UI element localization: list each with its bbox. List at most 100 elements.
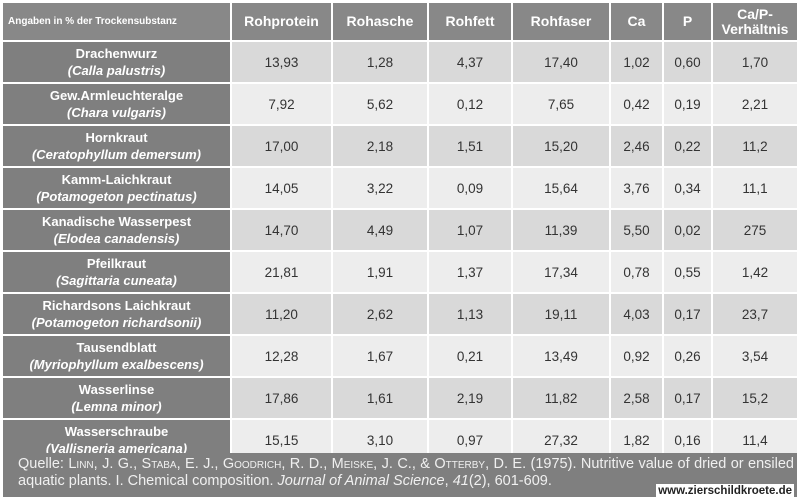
value-cell: 13,93 (231, 41, 333, 84)
value-cell: 15,2 (712, 377, 797, 420)
value-cell: 3,54 (712, 335, 797, 378)
value-cell: 1,70 (712, 41, 797, 84)
plant-name-cell: Tausendblatt (Myriophyllum exalbescens) (3, 335, 232, 378)
value-cell: 2,46 (610, 125, 664, 168)
value-cell: 17,00 (231, 125, 333, 168)
plant-common-name: Richardsons Laichkraut (42, 298, 191, 313)
plant-common-name: Wasserlinse (78, 382, 155, 397)
table-row: Drachenwurz (Calla palustris) 13,93 1,28 4,3… (3, 41, 797, 84)
value-cell: 4,37 (428, 41, 513, 84)
value-cell: 0,92 (610, 335, 664, 378)
plant-latin-name: (Potamogeton richardsonii) (31, 315, 202, 330)
nutrition-table: Angaben in % der Trockensubstanz Rohprot… (3, 3, 797, 462)
value-cell: 11,2 (712, 125, 797, 168)
value-cell: 0,09 (428, 167, 513, 210)
value-cell: 0,60 (663, 41, 713, 84)
plant-latin-name: (Vallisneria americana) (45, 441, 188, 456)
citation-volume: 41 (452, 473, 469, 489)
value-cell: 0,34 (663, 167, 713, 210)
plant-name-cell: Pfeilkraut (Sagittaria cuneata) (3, 251, 232, 294)
value-cell: 11,20 (231, 293, 333, 336)
value-cell: 17,34 (512, 251, 611, 294)
value-cell: 0,26 (663, 335, 713, 378)
value-cell: 3,22 (332, 167, 429, 210)
value-cell: 2,21 (712, 83, 797, 126)
value-cell: 1,28 (332, 41, 429, 84)
value-cell: 1,42 (712, 251, 797, 294)
value-cell: 0,42 (610, 83, 664, 126)
value-cell: 1,13 (428, 293, 513, 336)
value-cell: 0,78 (610, 251, 664, 294)
value-cell: 0,02 (663, 209, 713, 252)
value-cell: 1,61 (332, 377, 429, 420)
value-cell: 11,1 (712, 167, 797, 210)
value-cell: 13,49 (512, 335, 611, 378)
plant-common-name: Hornkraut (85, 130, 148, 145)
plant-latin-name: (Ceratophyllum demersum) (31, 147, 202, 162)
value-cell: 0,19 (663, 83, 713, 126)
plant-name-cell: Richardsons Laichkraut (Potamogeton richa… (3, 293, 232, 336)
value-cell: 1,07 (428, 209, 513, 252)
value-cell: 0,12 (428, 83, 513, 126)
table-row: Kanadische Wasserpest (Elodea canadensis)… (3, 209, 797, 252)
plant-latin-name: (Elodea canadensis) (53, 231, 180, 246)
value-cell: 0,22 (663, 125, 713, 168)
value-cell: 2,19 (428, 377, 513, 420)
plant-common-name: Pfeilkraut (86, 256, 147, 271)
table-row: Richardsons Laichkraut (Potamogeton richa… (3, 293, 797, 336)
plant-latin-name: (Myriophyllum exalbescens) (29, 357, 204, 372)
table-row: Tausendblatt (Myriophyllum exalbescens) 12… (3, 335, 797, 378)
citation-title: (1975). Nutritive value of dried or ensi… (18, 456, 794, 489)
value-cell: 17,86 (231, 377, 333, 420)
table-row: Wasserlinse (Lemna minor) 17,86 1,61 2,19 11,… (3, 377, 797, 420)
plant-common-name: Kanadische Wasserpest (41, 214, 192, 229)
plant-latin-name: (Lemna minor) (71, 399, 162, 414)
header-label: Angaben in % der Trockensubstanz (3, 3, 232, 42)
value-cell: 5,50 (610, 209, 664, 252)
column-header: Rohfett (428, 3, 513, 42)
plant-common-name: Kamm-Laichkraut (61, 172, 172, 187)
plant-name-cell: Kanadische Wasserpest (Elodea canadensis) (3, 209, 232, 252)
value-cell: 2,18 (332, 125, 429, 168)
value-cell: 0,21 (428, 335, 513, 378)
plant-latin-name: (Potamogeton pectinatus) (36, 189, 197, 204)
table-row: Pfeilkraut (Sagittaria cuneata) 21,81 1,91 1… (3, 251, 797, 294)
value-cell: 0,17 (663, 293, 713, 336)
plant-name-cell: Hornkraut (Ceratophyllum demersum) (3, 125, 232, 168)
value-cell: 11,82 (512, 377, 611, 420)
value-cell: 11,39 (512, 209, 611, 252)
table-body: Drachenwurz (Calla palustris) 13,93 1,28 4,3… (3, 41, 797, 462)
value-cell: 1,67 (332, 335, 429, 378)
plant-latin-name: (Calla palustris) (67, 63, 166, 78)
value-cell: 275 (712, 209, 797, 252)
citation-prefix: Quelle: (18, 456, 69, 472)
value-cell: 19,11 (512, 293, 611, 336)
plant-common-name: Wasserschraube (64, 424, 169, 439)
value-cell: 5,62 (332, 83, 429, 126)
value-cell: 0,17 (663, 377, 713, 420)
value-cell: 4,49 (332, 209, 429, 252)
value-cell: 17,40 (512, 41, 611, 84)
citation-issue: (2), 601-609. (468, 473, 552, 489)
column-header: Rohprotein (231, 3, 333, 42)
plant-common-name: Gew.Armleuchteralge (49, 88, 184, 103)
value-cell: 1,91 (332, 251, 429, 294)
plant-common-name: Drachenwurz (75, 46, 158, 61)
column-header: Ca (610, 3, 664, 42)
plant-name-cell: Gew.Armleuchteralge (Chara vulgaris) (3, 83, 232, 126)
plant-name-cell: Drachenwurz (Calla palustris) (3, 41, 232, 84)
column-header: Ca/P-Verhältnis (712, 3, 797, 42)
table-header-row: Angaben in % der Trockensubstanz Rohprot… (3, 3, 797, 42)
value-cell: 15,20 (512, 125, 611, 168)
value-cell: 2,58 (610, 377, 664, 420)
value-cell: 15,64 (512, 167, 611, 210)
value-cell: 2,62 (332, 293, 429, 336)
table-row: Hornkraut (Ceratophyllum demersum) 17,00 2,… (3, 125, 797, 168)
citation-separator: , (444, 473, 453, 489)
value-cell: 1,51 (428, 125, 513, 168)
value-cell: 23,7 (712, 293, 797, 336)
column-header: Rohasche (332, 3, 429, 42)
value-cell: 3,76 (610, 167, 664, 210)
value-cell: 4,03 (610, 293, 664, 336)
value-cell: 0,55 (663, 251, 713, 294)
